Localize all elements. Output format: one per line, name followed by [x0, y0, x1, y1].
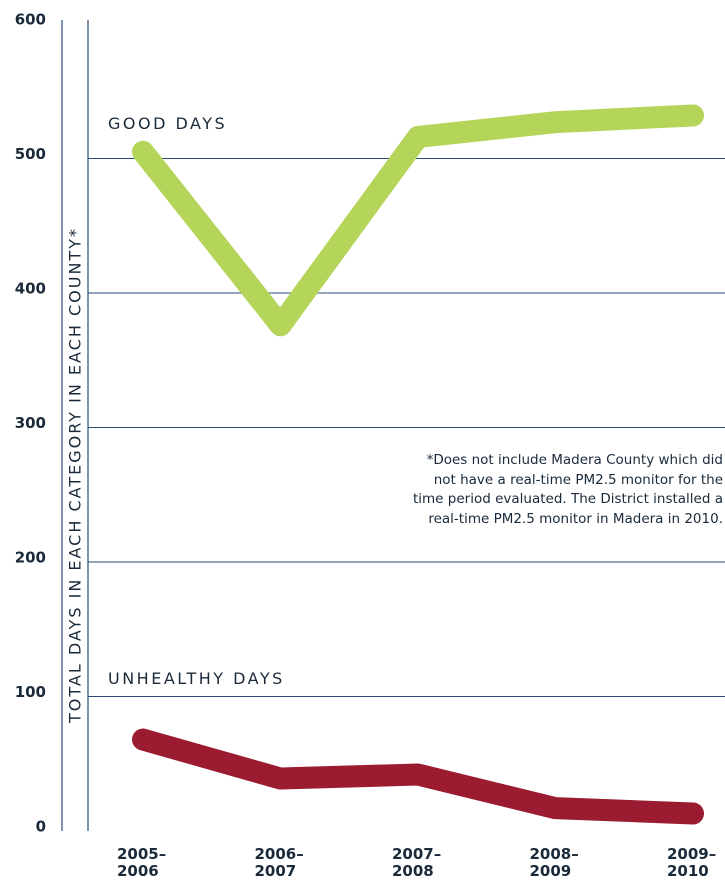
x-tick-label: 2008–2009 [529, 845, 579, 880]
y-tick-label: 0 [36, 818, 46, 836]
footnote: not have a real-time PM2.5 monitor for t… [433, 471, 723, 488]
y-tick-label: 400 [15, 280, 46, 298]
y-tick-label: 300 [15, 414, 46, 432]
y-tick-label: 600 [15, 11, 46, 29]
y-tick-label: 100 [15, 683, 46, 701]
footnote: real-time PM2.5 monitor in Madera in 201… [428, 510, 723, 527]
y-tick-label: 500 [15, 145, 46, 163]
x-tick-label: 2007–2008 [392, 845, 442, 880]
y-tick-label: 200 [15, 549, 46, 567]
series-label: UNHEALTHY DAYS [108, 669, 285, 688]
series-label: GOOD DAYS [108, 114, 228, 133]
data-line [132, 728, 704, 825]
x-tick-label: 2009–2010 [667, 845, 717, 880]
footnote: *Does not include Madera County which di… [426, 452, 723, 468]
y-axis-label: TOTAL DAYS IN EACH CATEGORY IN EACH COUN… [66, 227, 85, 724]
footnote: time period evaluated. The District inst… [412, 491, 723, 507]
x-tick-label: 2006–2007 [254, 845, 304, 880]
x-tick-label: 2005–2006 [117, 845, 167, 880]
data-line [132, 104, 704, 337]
